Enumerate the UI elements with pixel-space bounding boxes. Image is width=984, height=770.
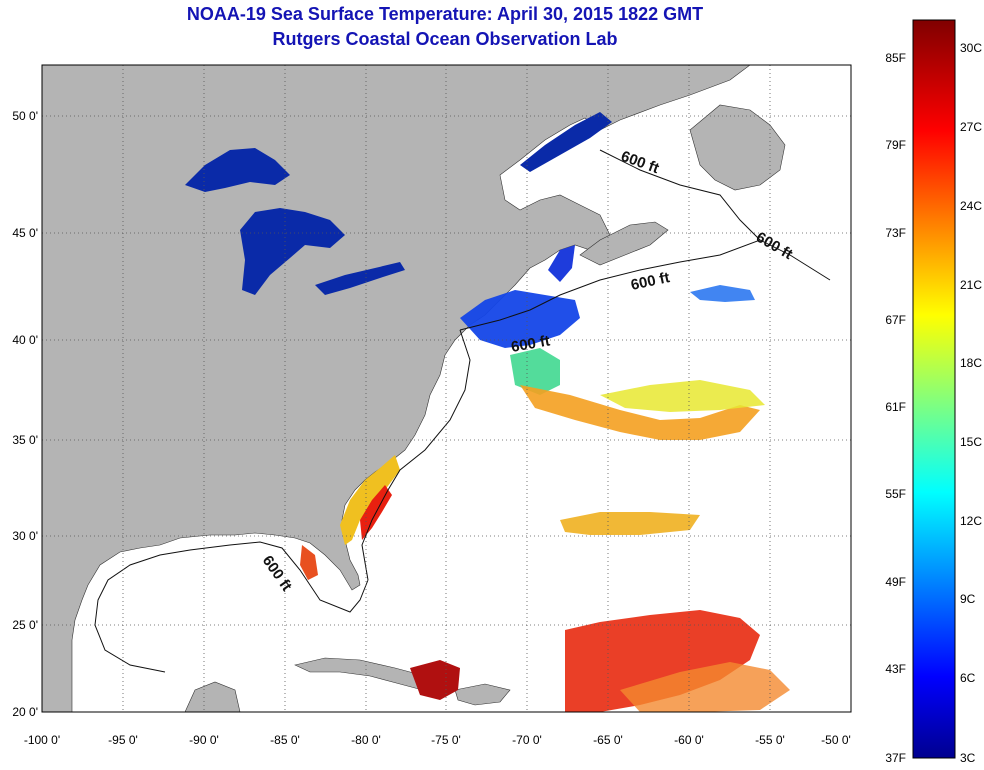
lon-tick-label: -85 0' <box>270 733 300 747</box>
gulf-of-maine <box>548 245 575 282</box>
sst-florida-west <box>300 545 318 580</box>
map-title: NOAA-19 Sea Surface Temperature: April 3… <box>186 4 704 24</box>
colorbar-c-label: 12C <box>960 514 982 528</box>
colorbar-f-label: 55F <box>885 487 906 501</box>
colorbar-celsius-labels: 30C 27C 24C 21C 18C 15C 12C 9C 6C 3C <box>960 41 982 765</box>
lon-tick-labels: -100 0' -95 0' -90 0' -85 0' -80 0' -75 … <box>24 733 851 747</box>
lon-tick-label: -100 0' <box>24 733 60 747</box>
lon-tick-label: -55 0' <box>755 733 785 747</box>
land-north-america <box>42 65 751 712</box>
sst-slope-green <box>510 348 560 395</box>
sst-caribbean-darkred <box>410 660 460 700</box>
lat-tick-label: 25 0' <box>12 618 38 632</box>
map-frame <box>41 64 852 713</box>
colorbar-c-label: 21C <box>960 278 982 292</box>
lat-tick-label: 45 0' <box>12 226 38 240</box>
colorbar-c-label: 3C <box>960 751 976 765</box>
lat-tick-labels: 20 0' 25 0' 30 0' 35 0' 40 0' 45 0' 50 0… <box>12 109 38 719</box>
lake-erie-ontario <box>315 262 405 295</box>
lake-michigan-huron <box>240 208 345 295</box>
colorbar-c-label: 27C <box>960 120 982 134</box>
sst-carolina-coast <box>340 455 400 545</box>
colorbar <box>912 19 956 759</box>
colorbar-f-label: 67F <box>885 313 906 327</box>
sst-new-england-shelf <box>460 290 580 348</box>
lat-lon-grid <box>42 65 851 712</box>
colorbar-f-label: 43F <box>885 662 906 676</box>
lat-tick-label: 30 0' <box>12 529 38 543</box>
lat-tick-label: 20 0' <box>12 705 38 719</box>
map-subtitle: Rutgers Coastal Ocean Observation Lab <box>272 29 618 49</box>
lon-tick-label: -65 0' <box>593 733 623 747</box>
sst-southern-red <box>565 610 760 712</box>
lon-tick-label: -60 0' <box>674 733 704 747</box>
lon-tick-label: -50 0' <box>821 733 851 747</box>
sst-offshore-yellow <box>600 380 765 412</box>
lake-superior <box>185 148 290 192</box>
land-newfoundland <box>689 104 786 191</box>
colorbar-c-label: 15C <box>960 435 982 449</box>
colorbar-f-label: 73F <box>885 226 906 240</box>
land-yucatan <box>184 681 241 712</box>
sst-gulfstream-yellow-orange <box>520 385 760 440</box>
st-lawrence-gulf <box>520 112 612 172</box>
lon-tick-label: -90 0' <box>189 733 219 747</box>
sst-southern-orange <box>620 662 790 712</box>
depth-contour-600ft <box>94 149 831 673</box>
colorbar-f-label: 79F <box>885 138 906 152</box>
colorbar-f-label: 49F <box>885 575 906 589</box>
colorbar-c-label: 24C <box>960 199 982 213</box>
colorbar-c-label: 18C <box>960 356 982 370</box>
colorbar-f-label: 61F <box>885 400 906 414</box>
sst-scotian-blue <box>690 285 755 302</box>
depth-label: 600 ft <box>510 332 552 356</box>
lon-tick-label: -80 0' <box>351 733 381 747</box>
lon-tick-label: -75 0' <box>431 733 461 747</box>
colorbar-f-label: 85F <box>885 51 906 65</box>
lat-tick-label: 35 0' <box>12 433 38 447</box>
lon-tick-label: -95 0' <box>108 733 138 747</box>
lat-tick-label: 40 0' <box>12 333 38 347</box>
sst-sargasso-band <box>560 512 700 535</box>
colorbar-f-label: 37F <box>885 751 906 765</box>
colorbar-fahrenheit-labels: 85F 79F 73F 67F 61F 55F 49F 43F 37F <box>885 51 906 765</box>
lat-tick-label: 50 0' <box>12 109 38 123</box>
colorbar-c-label: 30C <box>960 41 982 55</box>
colorbar-c-label: 6C <box>960 671 976 685</box>
colorbar-c-label: 9C <box>960 592 976 606</box>
land-hispaniola <box>454 683 511 706</box>
lon-tick-label: -70 0' <box>512 733 542 747</box>
